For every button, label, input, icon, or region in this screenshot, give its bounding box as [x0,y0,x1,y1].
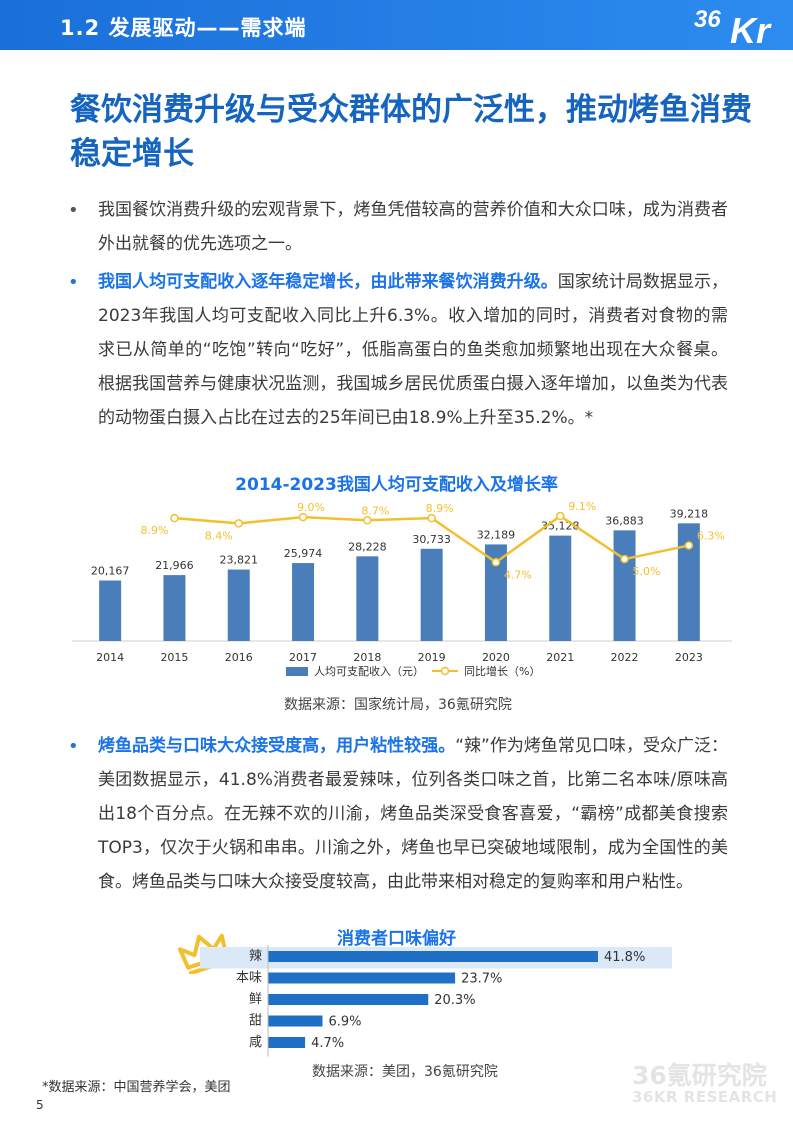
income-bar-label: 20,167 [91,564,129,577]
taste-value-label: 41.8% [604,950,645,965]
income-chart: 20,167 2014 21,966 2015 23,821 2016 25,974 2017… [72,500,732,678]
income-bar [227,569,250,641]
taste-category-label: 本味 [236,971,262,986]
growth-point [298,512,308,522]
taste-category-label: 辣 [249,949,262,964]
paragraph-3-text: “辣”作为烤鱼常见口味，受众广泛：美团数据显示，41.8%消费者最爱辣味，位列各… [98,736,728,892]
growth-label: 4.7% [504,568,532,581]
growth-label: 8.4% [205,529,233,542]
section-title: 1.2 发展驱动——需求端 [60,16,307,40]
taste-bar [268,1037,306,1048]
income-bar-label: 36,883 [605,514,644,527]
income-bar [613,530,636,641]
income-bar-label: 28,228 [348,540,387,553]
growth-point [556,511,565,521]
growth-label: 8.9% [140,524,168,537]
income-bar [677,523,700,641]
x-tick-label: 2022 [611,651,639,664]
legend-bar-swatch [286,667,308,676]
growth-label: 5.0% [633,565,661,578]
taste-value-label: 20.3% [434,993,475,1008]
watermark-cn: 36氪研究院 [632,1061,767,1090]
bullet-dot: • [68,272,79,293]
growth-point [234,519,243,528]
growth-label: 8.7% [361,504,389,517]
bullet-dot: • [68,200,79,221]
legend-bar-label: 人均可支配收入（元） [314,664,424,678]
income-bar-label: 25,974 [284,547,323,560]
legend-line-marker [440,666,450,676]
taste-category-label: 甜 [249,1013,262,1029]
income-bar [484,544,507,641]
paragraph-2: 我国人均可支配收入逐年稳定增长，由此带来餐饮消费升级。国家统计局数据显示，202… [98,265,728,435]
paragraph-3: 烤鱼品类与口味大众接受度高，用户粘性较强。“辣”作为烤鱼常见口味，受众广泛：美团… [98,729,728,899]
page-headline: 餐饮消费升级与受众群体的广泛性，推动烤鱼消费稳定增长 [70,92,752,172]
income-bar [356,556,379,641]
taste-value-label: 23.7% [461,972,502,987]
growth-point [427,513,436,523]
taste-category-label: 鲜 [249,992,262,1007]
taste-bar [268,972,456,984]
footnote: *数据来源：中国营养学会，美团 [42,1080,231,1095]
x-tick-label: 2016 [225,651,253,664]
x-tick-label: 2020 [482,651,510,664]
income-bar-label: 23,821 [220,554,259,567]
x-tick-label: 2015 [160,651,188,664]
growth-point [363,516,372,525]
x-tick-label: 2017 [289,651,317,664]
taste-chart-source: 数据来源：美团，36氪研究院 [312,1064,498,1080]
growth-point [170,513,179,523]
taste-bar [268,951,598,962]
growth-label: 9.0% [297,501,325,514]
paragraph-2-highlight: 我国人均可支配收入逐年稳定增长，由此带来餐饮消费升级。 [98,272,558,292]
income-bar-label: 30,733 [412,533,451,546]
paragraph-1: 我国餐饮消费升级的宏观背景下，烤鱼凭借较高的营养价值和大众口味，成为消费者外出就… [98,193,728,261]
income-chart-title: 2014-2023我国人均可支配收入及增长率 [235,475,558,495]
x-tick-label: 2014 [96,651,124,664]
taste-bar [268,994,429,1005]
paragraph-2-text: 国家统计局数据显示，2023年我国人均可支配收入同比上升6.3%。收入增加的同时… [98,272,728,428]
growth-point [491,558,501,567]
taste-value-label: 4.7% [311,1036,344,1051]
income-bar [420,548,443,641]
x-tick-label: 2018 [353,651,381,664]
income-bar [163,575,186,641]
income-bar [292,563,315,641]
logo-36: 36 [694,6,721,33]
x-tick-label: 2021 [546,651,574,664]
income-bar [549,535,572,641]
x-tick-label: 2023 [675,651,703,664]
page-number: 5 [36,1098,44,1112]
income-bar [99,580,122,641]
logo-kr: Kr [730,10,771,51]
paragraph-3-highlight: 烤鱼品类与口味大众接受度高，用户粘性较强。 [98,736,456,756]
taste-bar [268,1015,323,1027]
taste-category-label: 咸 [249,1035,262,1050]
income-bar-label: 39,218 [670,507,709,520]
brand-logo: 36 Kr [690,2,793,51]
income-bar-label: 21,966 [155,559,194,572]
growth-label: 9.1% [568,500,596,513]
income-bar-label: 32,189 [477,528,516,541]
taste-chart: 辣 41.8% 本味 23.7% 鲜 20.3% 甜 6.9% 咸 4.7% [200,945,672,1057]
growth-point [684,541,694,550]
paragraph-1-text: 我国餐饮消费升级的宏观背景下，烤鱼凭借较高的营养价值和大众口味，成为消费者外出就… [98,200,728,254]
taste-value-label: 6.9% [328,1015,361,1030]
x-tick-label: 2019 [418,651,446,664]
growth-label: 8.9% [426,502,454,515]
watermark-en: 36KR RESEARCH [632,1088,778,1106]
header-band [0,0,793,50]
legend-line-label: 同比增长（%） [464,664,540,678]
growth-label: 6.3% [697,529,725,542]
bullet-dot: • [68,736,79,757]
income-chart-source: 数据来源：国家统计局，36氪研究院 [284,697,512,713]
growth-point [620,554,629,564]
taste-chart-title: 消费者口味偏好 [337,929,456,949]
